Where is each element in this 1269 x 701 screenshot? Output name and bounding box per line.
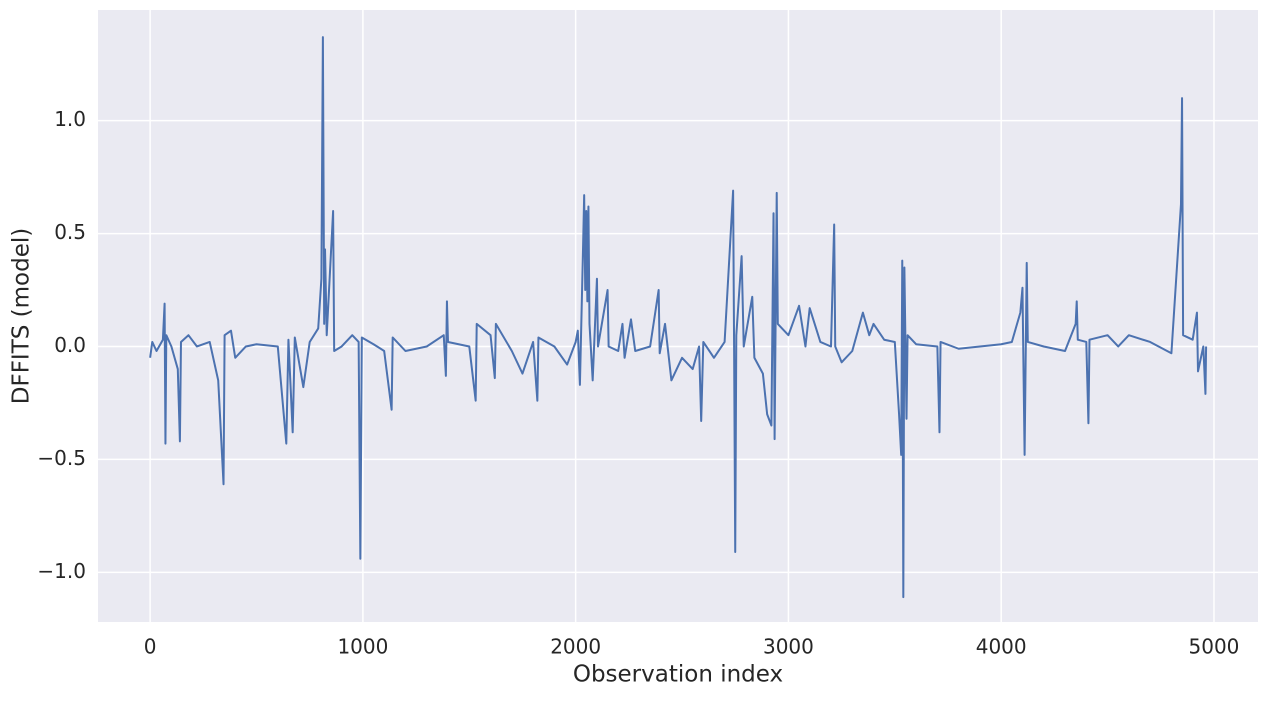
y-tick-label: −1.0 — [37, 559, 86, 583]
x-tick-label: 0 — [144, 635, 157, 659]
y-tick-label: 1.0 — [54, 107, 86, 131]
data-line — [149, 36, 1208, 599]
grid — [98, 10, 1258, 622]
plot-area — [98, 10, 1258, 622]
x-tick-label: 3000 — [763, 635, 814, 659]
x-tick-label: 2000 — [550, 635, 601, 659]
y-tick-label: 0.5 — [54, 220, 86, 244]
x-tick-label: 1000 — [337, 635, 388, 659]
y-tick-label: −0.5 — [37, 446, 86, 470]
y-axis-label: DFFITS (model) — [9, 228, 35, 404]
x-axis-label: Observation index — [573, 662, 783, 688]
x-tick-label: 5000 — [1189, 635, 1240, 659]
y-tick-label: 0.0 — [54, 333, 86, 357]
x-tick-label: 4000 — [976, 635, 1027, 659]
